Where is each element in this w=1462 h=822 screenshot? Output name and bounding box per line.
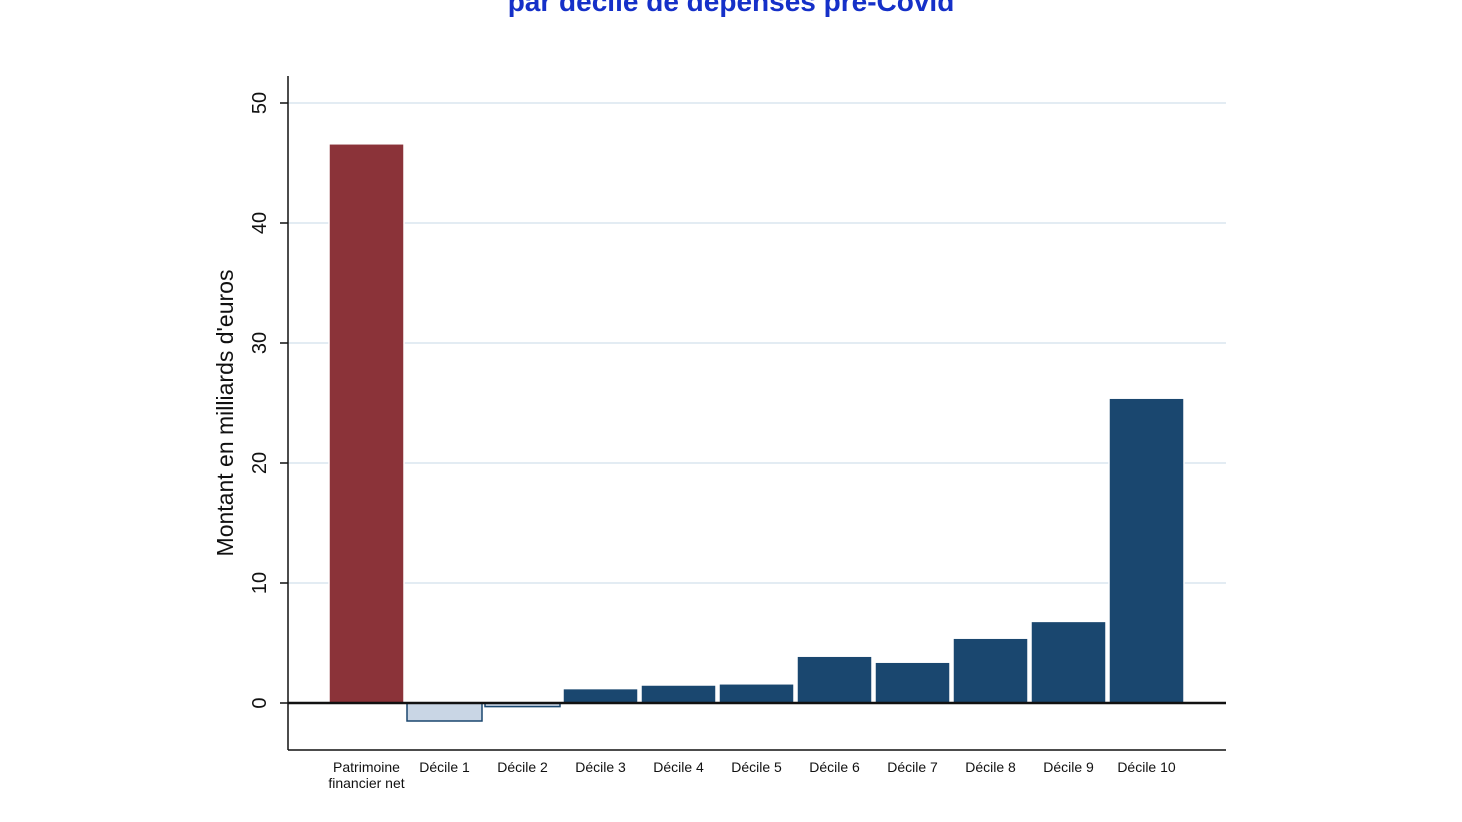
x-category-label: Décile 1 xyxy=(419,759,470,775)
y-tick-label: 30 xyxy=(249,332,271,354)
chart-title: par décile de dépenses pré-Covid xyxy=(507,0,955,17)
y-tick-label: 40 xyxy=(249,212,271,234)
x-category-label: financier net xyxy=(328,775,404,791)
x-category-label: Décile 5 xyxy=(731,759,782,775)
x-category-label: Patrimoine xyxy=(333,759,400,775)
bar xyxy=(874,661,951,704)
bars xyxy=(328,143,1185,722)
y-tick-label: 20 xyxy=(249,452,271,474)
x-category-label: Décile 3 xyxy=(575,759,626,775)
grid-group xyxy=(288,102,1226,584)
axes xyxy=(280,76,1226,751)
bar xyxy=(328,143,405,704)
bar xyxy=(952,637,1029,704)
x-category-label: Décile 9 xyxy=(1043,759,1094,775)
bar xyxy=(640,684,717,704)
x-category-label: Décile 6 xyxy=(809,759,860,775)
gridlines xyxy=(288,102,1226,584)
bar xyxy=(406,702,483,722)
x-category-label: Décile 8 xyxy=(965,759,1016,775)
y-tick-label: 0 xyxy=(249,697,271,708)
y-tick-label: 50 xyxy=(249,92,271,114)
bar xyxy=(1108,397,1185,704)
y-axis-title: Montant en milliards d'euros xyxy=(212,270,238,557)
bar xyxy=(1030,620,1107,704)
x-category-label: Décile 7 xyxy=(887,759,938,775)
title-container: par décile de dépenses pré-Covid xyxy=(0,0,1462,18)
y-tick-label: 10 xyxy=(249,572,271,594)
bar xyxy=(796,655,873,704)
x-category-label: Décile 4 xyxy=(653,759,704,775)
bar xyxy=(718,683,795,704)
x-category-label: Décile 10 xyxy=(1117,759,1176,775)
x-category-label: Décile 2 xyxy=(497,759,548,775)
bar xyxy=(562,687,639,704)
